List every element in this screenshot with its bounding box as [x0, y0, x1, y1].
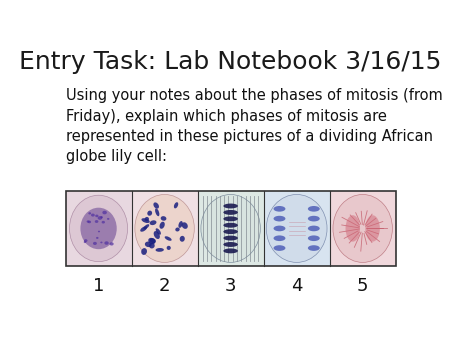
Bar: [264, 191, 330, 266]
Ellipse shape: [96, 237, 99, 239]
Ellipse shape: [274, 245, 285, 251]
Bar: [330, 191, 396, 266]
Text: 1: 1: [93, 277, 104, 295]
Ellipse shape: [201, 194, 261, 262]
Ellipse shape: [308, 225, 320, 231]
Ellipse shape: [156, 248, 164, 252]
Ellipse shape: [153, 202, 159, 209]
Ellipse shape: [156, 228, 161, 235]
Ellipse shape: [95, 220, 99, 223]
Ellipse shape: [159, 222, 165, 229]
Ellipse shape: [141, 248, 147, 255]
Ellipse shape: [223, 210, 238, 215]
Ellipse shape: [81, 208, 117, 249]
Ellipse shape: [84, 241, 86, 243]
Ellipse shape: [308, 245, 320, 251]
Ellipse shape: [223, 203, 238, 209]
Ellipse shape: [100, 242, 103, 243]
Ellipse shape: [153, 231, 160, 239]
Ellipse shape: [145, 217, 149, 221]
Ellipse shape: [274, 216, 285, 221]
Ellipse shape: [308, 206, 320, 212]
Bar: [131, 191, 198, 266]
Ellipse shape: [93, 242, 97, 245]
Ellipse shape: [365, 215, 380, 242]
Ellipse shape: [180, 236, 185, 242]
Ellipse shape: [95, 215, 99, 217]
Ellipse shape: [91, 214, 95, 217]
Ellipse shape: [148, 238, 155, 244]
Ellipse shape: [107, 218, 109, 220]
Ellipse shape: [100, 216, 103, 218]
Ellipse shape: [223, 229, 238, 234]
Bar: [66, 191, 396, 266]
Ellipse shape: [144, 224, 149, 229]
Ellipse shape: [182, 222, 188, 229]
Ellipse shape: [223, 216, 238, 221]
Ellipse shape: [141, 218, 150, 223]
Ellipse shape: [176, 227, 180, 232]
Ellipse shape: [346, 215, 360, 242]
Ellipse shape: [274, 236, 285, 241]
Ellipse shape: [223, 223, 238, 228]
Ellipse shape: [88, 221, 91, 223]
Ellipse shape: [308, 216, 320, 221]
Text: 4: 4: [291, 277, 302, 295]
Ellipse shape: [223, 242, 238, 247]
Ellipse shape: [165, 236, 171, 241]
Ellipse shape: [308, 236, 320, 241]
Ellipse shape: [166, 246, 171, 250]
Ellipse shape: [178, 221, 183, 228]
Ellipse shape: [266, 194, 327, 262]
Ellipse shape: [145, 242, 152, 247]
Text: Using your notes about the phases of mitosis (from
Friday), explain which phases: Using your notes about the phases of mit…: [66, 88, 442, 165]
Ellipse shape: [86, 220, 90, 223]
Ellipse shape: [98, 216, 102, 220]
Ellipse shape: [155, 208, 159, 216]
Bar: [66, 191, 131, 266]
Ellipse shape: [161, 216, 166, 221]
Bar: [198, 191, 264, 266]
Text: Entry Task: Lab Notebook 3/16/15: Entry Task: Lab Notebook 3/16/15: [19, 50, 442, 74]
Text: 3: 3: [225, 277, 236, 295]
Text: 2: 2: [159, 277, 171, 295]
Ellipse shape: [149, 243, 155, 248]
Ellipse shape: [150, 220, 157, 225]
Ellipse shape: [140, 226, 147, 232]
Ellipse shape: [274, 206, 285, 212]
Ellipse shape: [104, 241, 109, 245]
Ellipse shape: [69, 195, 128, 262]
Text: 5: 5: [357, 277, 369, 295]
Ellipse shape: [135, 194, 194, 262]
Ellipse shape: [149, 238, 156, 243]
Ellipse shape: [102, 221, 105, 223]
Ellipse shape: [98, 231, 100, 232]
Ellipse shape: [274, 225, 285, 231]
Ellipse shape: [101, 217, 103, 218]
Ellipse shape: [333, 194, 392, 262]
Ellipse shape: [147, 211, 152, 216]
Ellipse shape: [102, 211, 107, 214]
Ellipse shape: [223, 236, 238, 241]
Ellipse shape: [223, 248, 238, 254]
Ellipse shape: [88, 212, 91, 215]
Ellipse shape: [109, 242, 114, 245]
Ellipse shape: [84, 239, 87, 242]
Ellipse shape: [174, 202, 178, 209]
